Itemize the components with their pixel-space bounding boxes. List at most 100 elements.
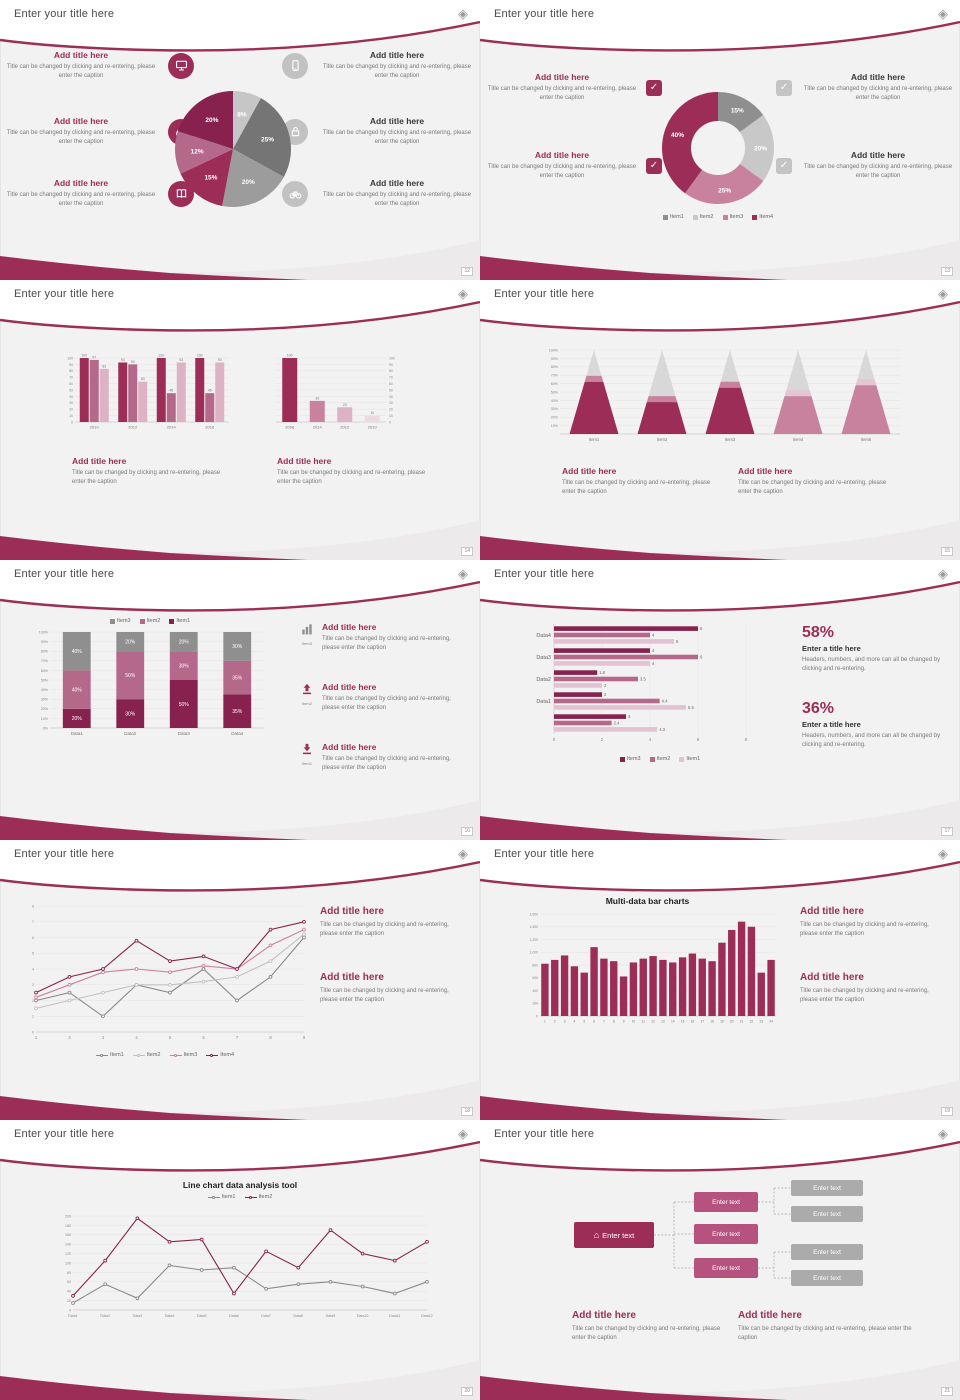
- svg-text:8: 8: [613, 1020, 615, 1024]
- svg-text:0%: 0%: [43, 726, 49, 730]
- svg-text:33: 33: [315, 396, 319, 400]
- svg-text:45: 45: [208, 389, 212, 393]
- slide-17[interactable]: Enter your title here ◈ 0 2 4 6 8 6 4 5 Data4 4 6 4…: [480, 560, 960, 840]
- slide-21[interactable]: Enter your title here ◈ ⌂ Enter text Ent…: [480, 1120, 960, 1400]
- svg-text:0: 0: [389, 420, 391, 424]
- legend-item: Item1: [679, 756, 700, 762]
- stat-title: Enter a title here: [802, 644, 861, 653]
- svg-text:8%: 8%: [237, 111, 247, 118]
- slide-12[interactable]: Enter your title here ◈ Add title here T…: [0, 0, 480, 280]
- svg-text:30%: 30%: [125, 711, 136, 717]
- diamond-logo-icon: ◈: [458, 6, 468, 21]
- svg-text:80: 80: [69, 369, 73, 373]
- legend-item: Item1: [662, 214, 684, 220]
- legend-item: Item2: [139, 618, 160, 624]
- marker: [235, 975, 239, 979]
- page-title: Enter your title here: [14, 568, 115, 580]
- bar: [282, 358, 298, 422]
- bar-segment: [62, 632, 91, 671]
- svg-text:0: 0: [69, 1308, 71, 1312]
- legend-item: Item3: [109, 618, 131, 624]
- bar: [554, 626, 698, 631]
- stacked-bar-chart: 0% 10% 20% 30% 40% 50% 60% 70% 80% 90% 100% 20% 40% 4…: [39, 630, 264, 736]
- svg-text:23: 23: [343, 403, 347, 407]
- svg-text:14: 14: [671, 1020, 675, 1024]
- org-leaf-button[interactable]: Enter text: [791, 1244, 863, 1260]
- org-leaf-button[interactable]: Enter text: [791, 1270, 863, 1286]
- marker: [235, 998, 239, 1003]
- bar-segment: [223, 632, 252, 661]
- diamond-logo-icon: ◈: [938, 566, 948, 581]
- svg-text:40%: 40%: [671, 132, 684, 139]
- svg-text:21: 21: [740, 1020, 744, 1024]
- svg-text:Data2: Data2: [536, 677, 551, 683]
- slide-13[interactable]: Enter your title here ◈ Add title here T…: [480, 0, 960, 280]
- org-leaf-button[interactable]: Enter text: [791, 1180, 863, 1196]
- legend-item: Item2: [649, 756, 670, 762]
- org-leaf-button[interactable]: Enter text: [791, 1206, 863, 1222]
- svg-text:Data8: Data8: [293, 1314, 303, 1318]
- org-main-button[interactable]: ⌂ Enter text: [574, 1222, 654, 1248]
- svg-text:10: 10: [389, 414, 393, 418]
- marker: [34, 1006, 38, 1011]
- slide-15[interactable]: Enter your title here ◈ 10% 20% 30% 40% 50% 6…: [480, 280, 960, 560]
- svg-text:25%: 25%: [261, 136, 274, 143]
- bar: [708, 961, 716, 1016]
- bar: [610, 961, 618, 1016]
- svg-text:1.8: 1.8: [599, 670, 605, 675]
- arrow-down-icon: Item1: [298, 742, 316, 766]
- svg-text:70: 70: [69, 376, 73, 380]
- svg-text:4: 4: [135, 1035, 138, 1040]
- chart-legend: Item1 Item2: [140, 1194, 340, 1200]
- bar: [337, 407, 353, 422]
- caption-block: Add title here Title can be changed by c…: [572, 1310, 721, 1341]
- svg-text:7: 7: [603, 1020, 605, 1024]
- svg-text:140: 140: [65, 1243, 71, 1247]
- svg-text:4: 4: [649, 737, 652, 742]
- marker: [328, 1279, 333, 1284]
- svg-text:10%: 10%: [551, 424, 559, 428]
- org-mid-button[interactable]: Enter text: [694, 1258, 758, 1278]
- svg-text:18: 18: [710, 1020, 714, 1024]
- marker: [264, 1249, 268, 1254]
- svg-text:40: 40: [69, 395, 73, 399]
- bar: [747, 926, 756, 1016]
- slide-14[interactable]: Enter your title here ◈ 0 10 20 30 40 50 60 70 8…: [0, 280, 480, 560]
- svg-text:Data6: Data6: [229, 1314, 239, 1318]
- bar: [99, 368, 109, 422]
- slide-19[interactable]: Enter your title here ◈ Multi-data bar c…: [480, 840, 960, 1120]
- svg-text:2: 2: [604, 692, 607, 697]
- org-connectors: [654, 1187, 791, 1279]
- svg-text:Data4: Data4: [231, 731, 244, 736]
- bar-segment: [169, 632, 198, 652]
- checkbox-checked-icon: ✓: [646, 79, 662, 96]
- callout-caption: Title can be changed by clicking and re-…: [6, 64, 156, 79]
- svg-text:4.3: 4.3: [659, 727, 665, 732]
- bar: [649, 956, 657, 1016]
- slide-16[interactable]: Enter your title here ◈ Item3 Item2 Item1 …: [0, 560, 480, 840]
- bar-segment: [62, 670, 91, 709]
- marker: [134, 982, 139, 987]
- svg-text:2012: 2012: [128, 425, 138, 430]
- marker: [296, 1282, 301, 1287]
- svg-text:Data5: Data5: [197, 1314, 207, 1318]
- svg-text:2: 2: [68, 1035, 71, 1040]
- org-mid-button[interactable]: Enter text: [694, 1192, 758, 1212]
- bar-segment: [223, 694, 252, 728]
- pie-slice: [177, 91, 233, 149]
- svg-text:30%: 30%: [551, 407, 559, 411]
- svg-text:3: 3: [628, 714, 631, 719]
- caption-block: Add title here Title can be changed by c…: [277, 456, 426, 485]
- pie-slice: [662, 92, 718, 194]
- svg-text:2012: 2012: [340, 425, 350, 430]
- bar-segment: [169, 680, 198, 728]
- slide-20[interactable]: Enter your title here ◈ Line chart data …: [0, 1120, 480, 1400]
- legend-item: Item1: [95, 1052, 124, 1058]
- stat-value: 58%: [802, 624, 835, 641]
- svg-text:5: 5: [169, 1035, 172, 1040]
- svg-text:9: 9: [623, 1020, 625, 1024]
- org-mid-button[interactable]: Enter text: [694, 1224, 758, 1244]
- legend-item: Item1: [169, 618, 190, 624]
- bar-segment: [116, 651, 145, 700]
